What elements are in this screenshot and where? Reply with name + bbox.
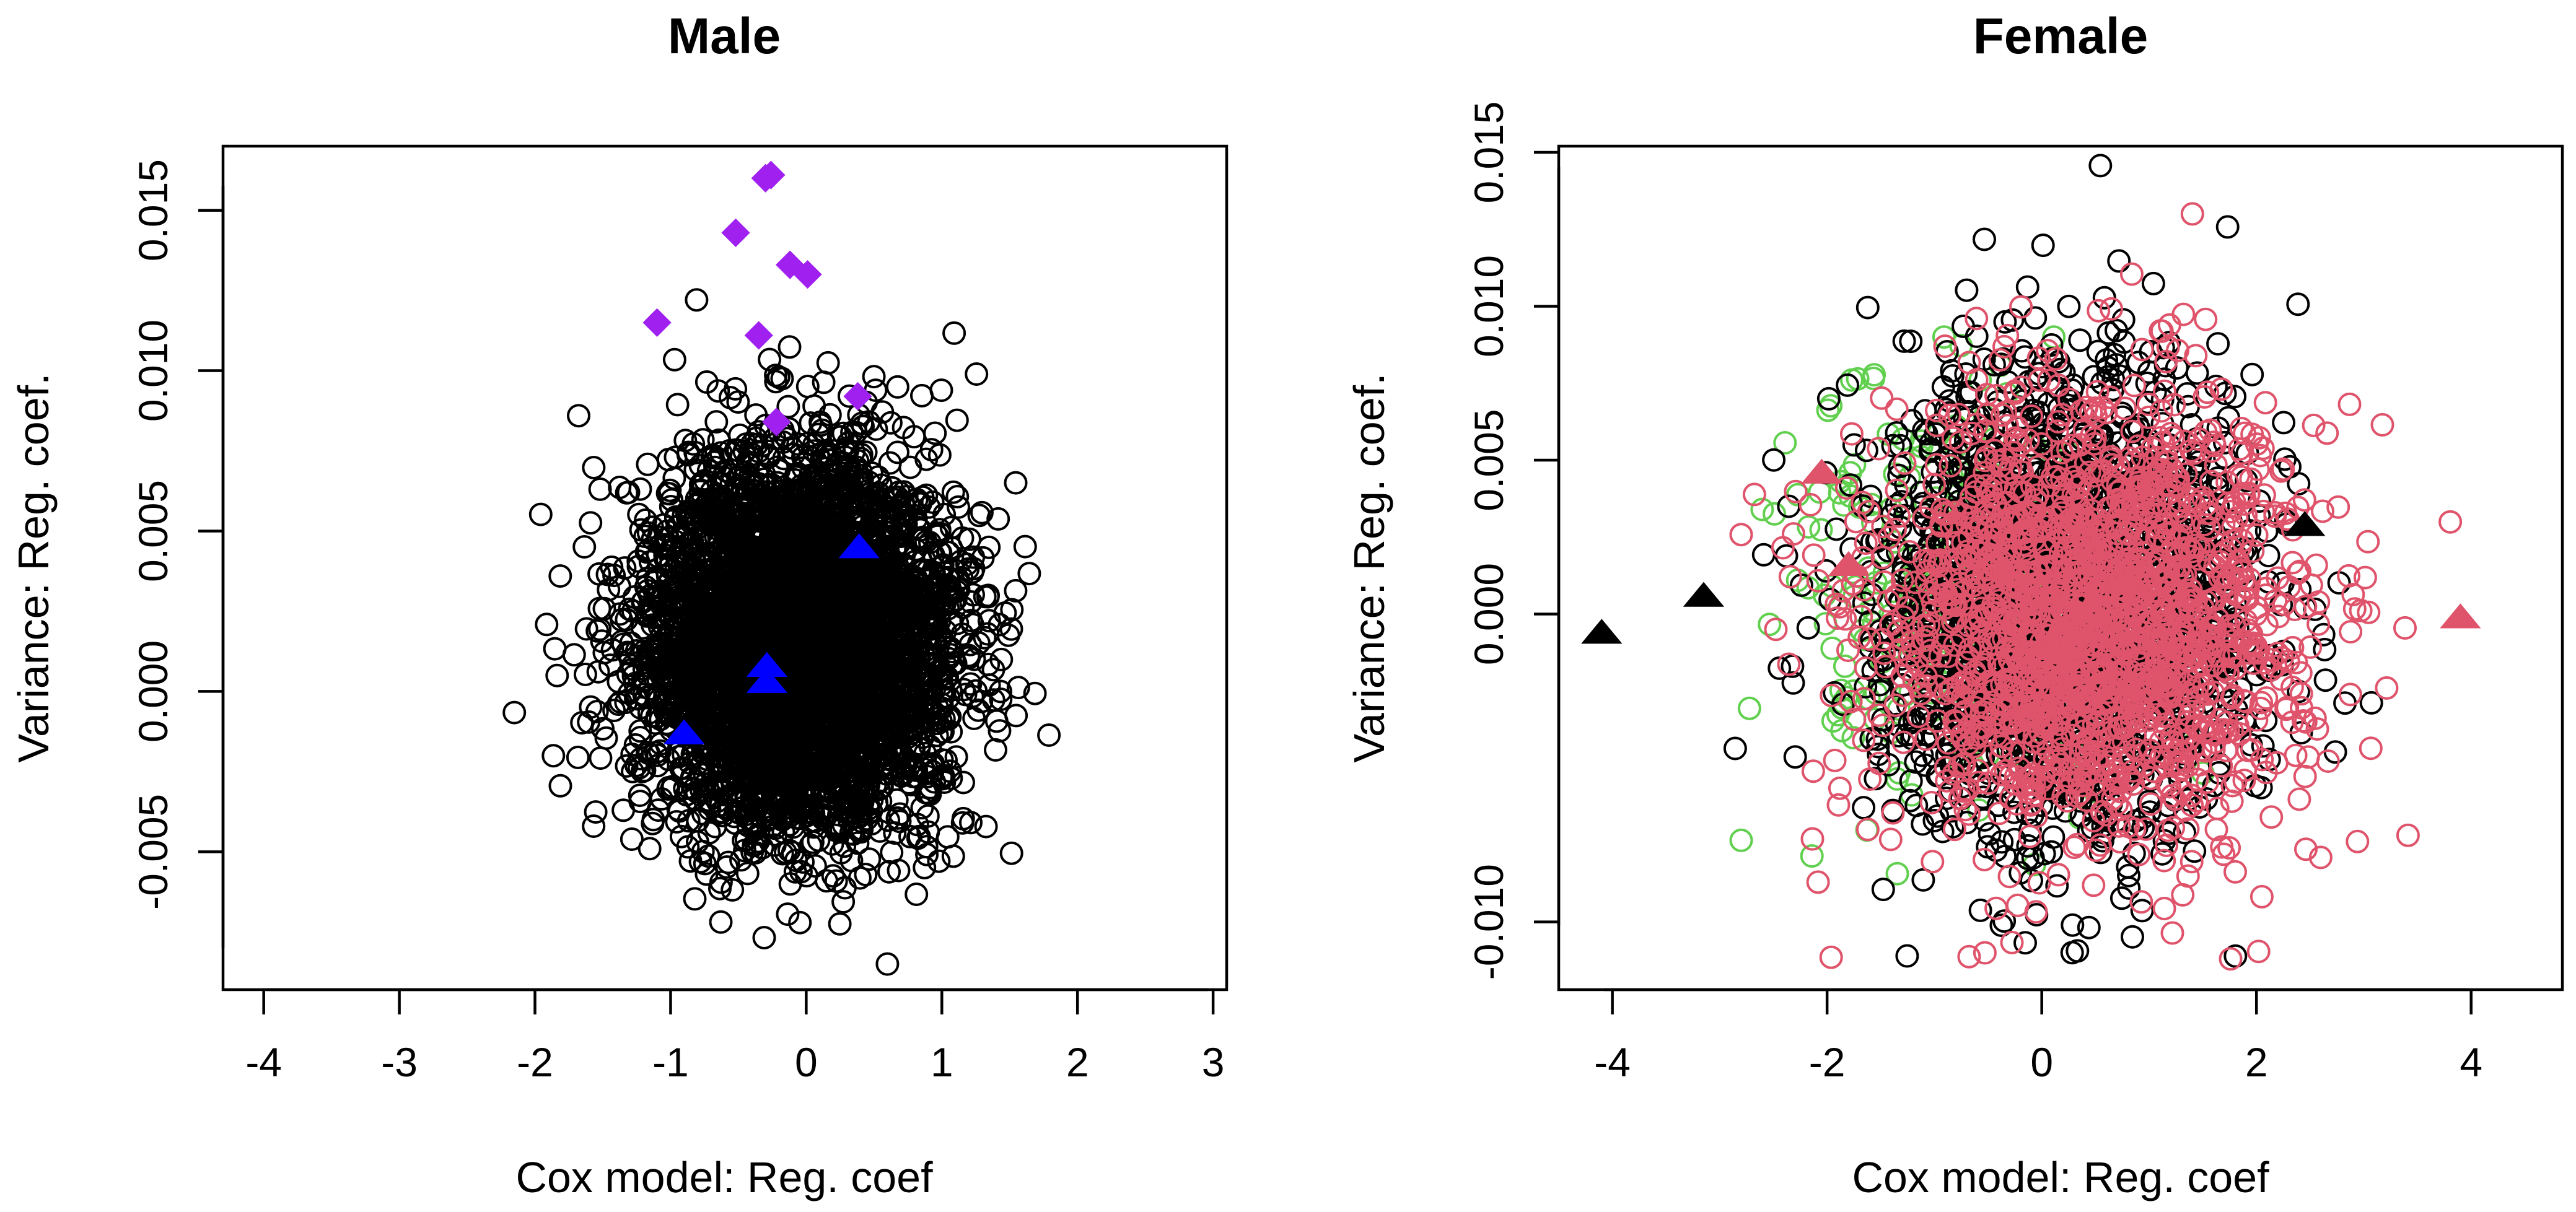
male-cloud-point <box>868 819 892 843</box>
male-cloud-point <box>694 862 719 886</box>
male-title: Male <box>668 8 781 64</box>
male-cloud-point <box>929 378 953 403</box>
male-cloud-point <box>1004 704 1028 728</box>
male-cloud-point <box>685 288 709 312</box>
male-cloud-point <box>541 744 566 768</box>
male-cloud-point <box>776 902 800 926</box>
male-cloud-point <box>984 738 1007 762</box>
male-cloud-point <box>862 365 886 389</box>
male-cloud-point <box>683 887 707 911</box>
male-cloud-point <box>898 455 922 479</box>
male-cloud-point <box>999 617 1023 641</box>
male-cloud-point <box>944 745 968 769</box>
male-cloud-point <box>974 814 998 839</box>
male-cloud-point <box>573 663 597 686</box>
male-cloud-point <box>947 495 970 519</box>
male-cloud-point <box>812 370 836 395</box>
male-cloud-point <box>1000 598 1024 622</box>
male-cloud-point <box>945 408 969 432</box>
male-cloud-point <box>528 502 553 526</box>
male-cloud-point <box>752 926 776 949</box>
male-cloud-point <box>637 837 662 861</box>
male-cloud-point <box>589 746 613 770</box>
male-cloud-point <box>724 377 748 401</box>
male-cloud-point <box>579 511 603 535</box>
male-cloud-point <box>941 844 965 868</box>
male-cloud-point <box>562 643 586 667</box>
male-cloud-point <box>962 707 986 730</box>
male-cloud-point <box>935 825 960 849</box>
male-cloud-point <box>548 774 572 798</box>
male-cloud-point <box>535 613 559 637</box>
male-cloud-point <box>910 383 934 408</box>
male-cloud-point <box>883 821 907 845</box>
male-cloud-point <box>1037 723 1061 747</box>
male-cloud-point <box>885 375 909 399</box>
male-cloud-point <box>778 335 802 359</box>
male-cloud-point <box>816 351 840 375</box>
male-cloud-point <box>999 841 1023 865</box>
male-cloud-point <box>588 477 612 501</box>
male-cloud-point <box>965 362 989 386</box>
male-cloud-point <box>766 365 791 389</box>
male-cloud-point <box>1004 471 1028 495</box>
male-cloud-point <box>662 347 686 372</box>
male-cloud-point <box>567 404 590 428</box>
male-cloud-point <box>967 504 991 528</box>
male-cloud-point <box>620 827 644 851</box>
male-cloud-point <box>880 840 904 865</box>
male-cloud-point <box>548 564 572 588</box>
male-cloud-point <box>627 502 651 526</box>
male-cloud-point <box>628 477 652 501</box>
male-cloud-point <box>905 883 929 906</box>
male-cloud-point <box>941 480 965 504</box>
male-cloud-point <box>877 860 901 884</box>
male-cloud-point <box>545 663 569 687</box>
male-cloud-point <box>735 861 760 886</box>
male-cloud-point <box>1004 578 1028 603</box>
male-cloud-point <box>543 637 567 661</box>
male-background-cloud <box>502 288 1061 976</box>
male-cloud-point <box>854 863 878 887</box>
male-cloud-point <box>572 535 597 559</box>
male-cloud-point <box>677 809 701 833</box>
male-cloud-point <box>1013 534 1037 559</box>
male-cloud-point <box>828 912 852 936</box>
male-cloud-point <box>636 452 660 476</box>
male-panel: Male -4 -3 -2 -1 0 1 2 3 -0.0050.0000.0050.0100… <box>9 8 1229 1201</box>
male-cloud-point <box>976 652 1001 676</box>
male-cloud-point <box>587 596 611 621</box>
male-cloud-point <box>566 746 590 769</box>
male-cloud-point <box>831 890 856 914</box>
male-cloud-point <box>665 393 690 417</box>
male-cloud-point <box>709 910 733 934</box>
male-cloud-point <box>582 456 606 479</box>
male-cloud-point <box>942 321 966 345</box>
